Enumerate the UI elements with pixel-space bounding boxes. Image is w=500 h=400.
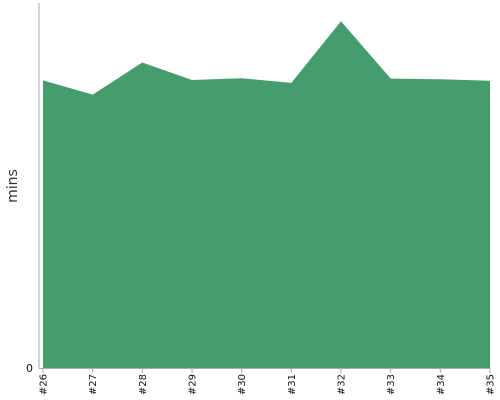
x-tick-label: #32: [337, 374, 348, 395]
series-area: [43, 21, 490, 369]
x-tick-label: #30: [237, 374, 248, 395]
x-axis-ticks: #26 #27 #28 #29 #30 #31 #32 #33 #34 #35: [39, 368, 497, 395]
y-tick-label: 0: [26, 362, 33, 375]
x-tick-label: #33: [386, 374, 397, 395]
x-tick-label: #29: [188, 374, 199, 395]
x-tick-label: #28: [138, 374, 149, 395]
x-tick-label: #31: [287, 374, 298, 395]
area-layer: [43, 21, 490, 369]
x-tick-label: #26: [39, 374, 50, 395]
y-axis-ticks: 0: [26, 362, 33, 375]
y-axis-title: mins: [5, 169, 21, 203]
x-tick-label: #27: [88, 374, 99, 395]
x-tick-label: #34: [436, 374, 447, 395]
x-tick-label: #35: [486, 374, 497, 395]
